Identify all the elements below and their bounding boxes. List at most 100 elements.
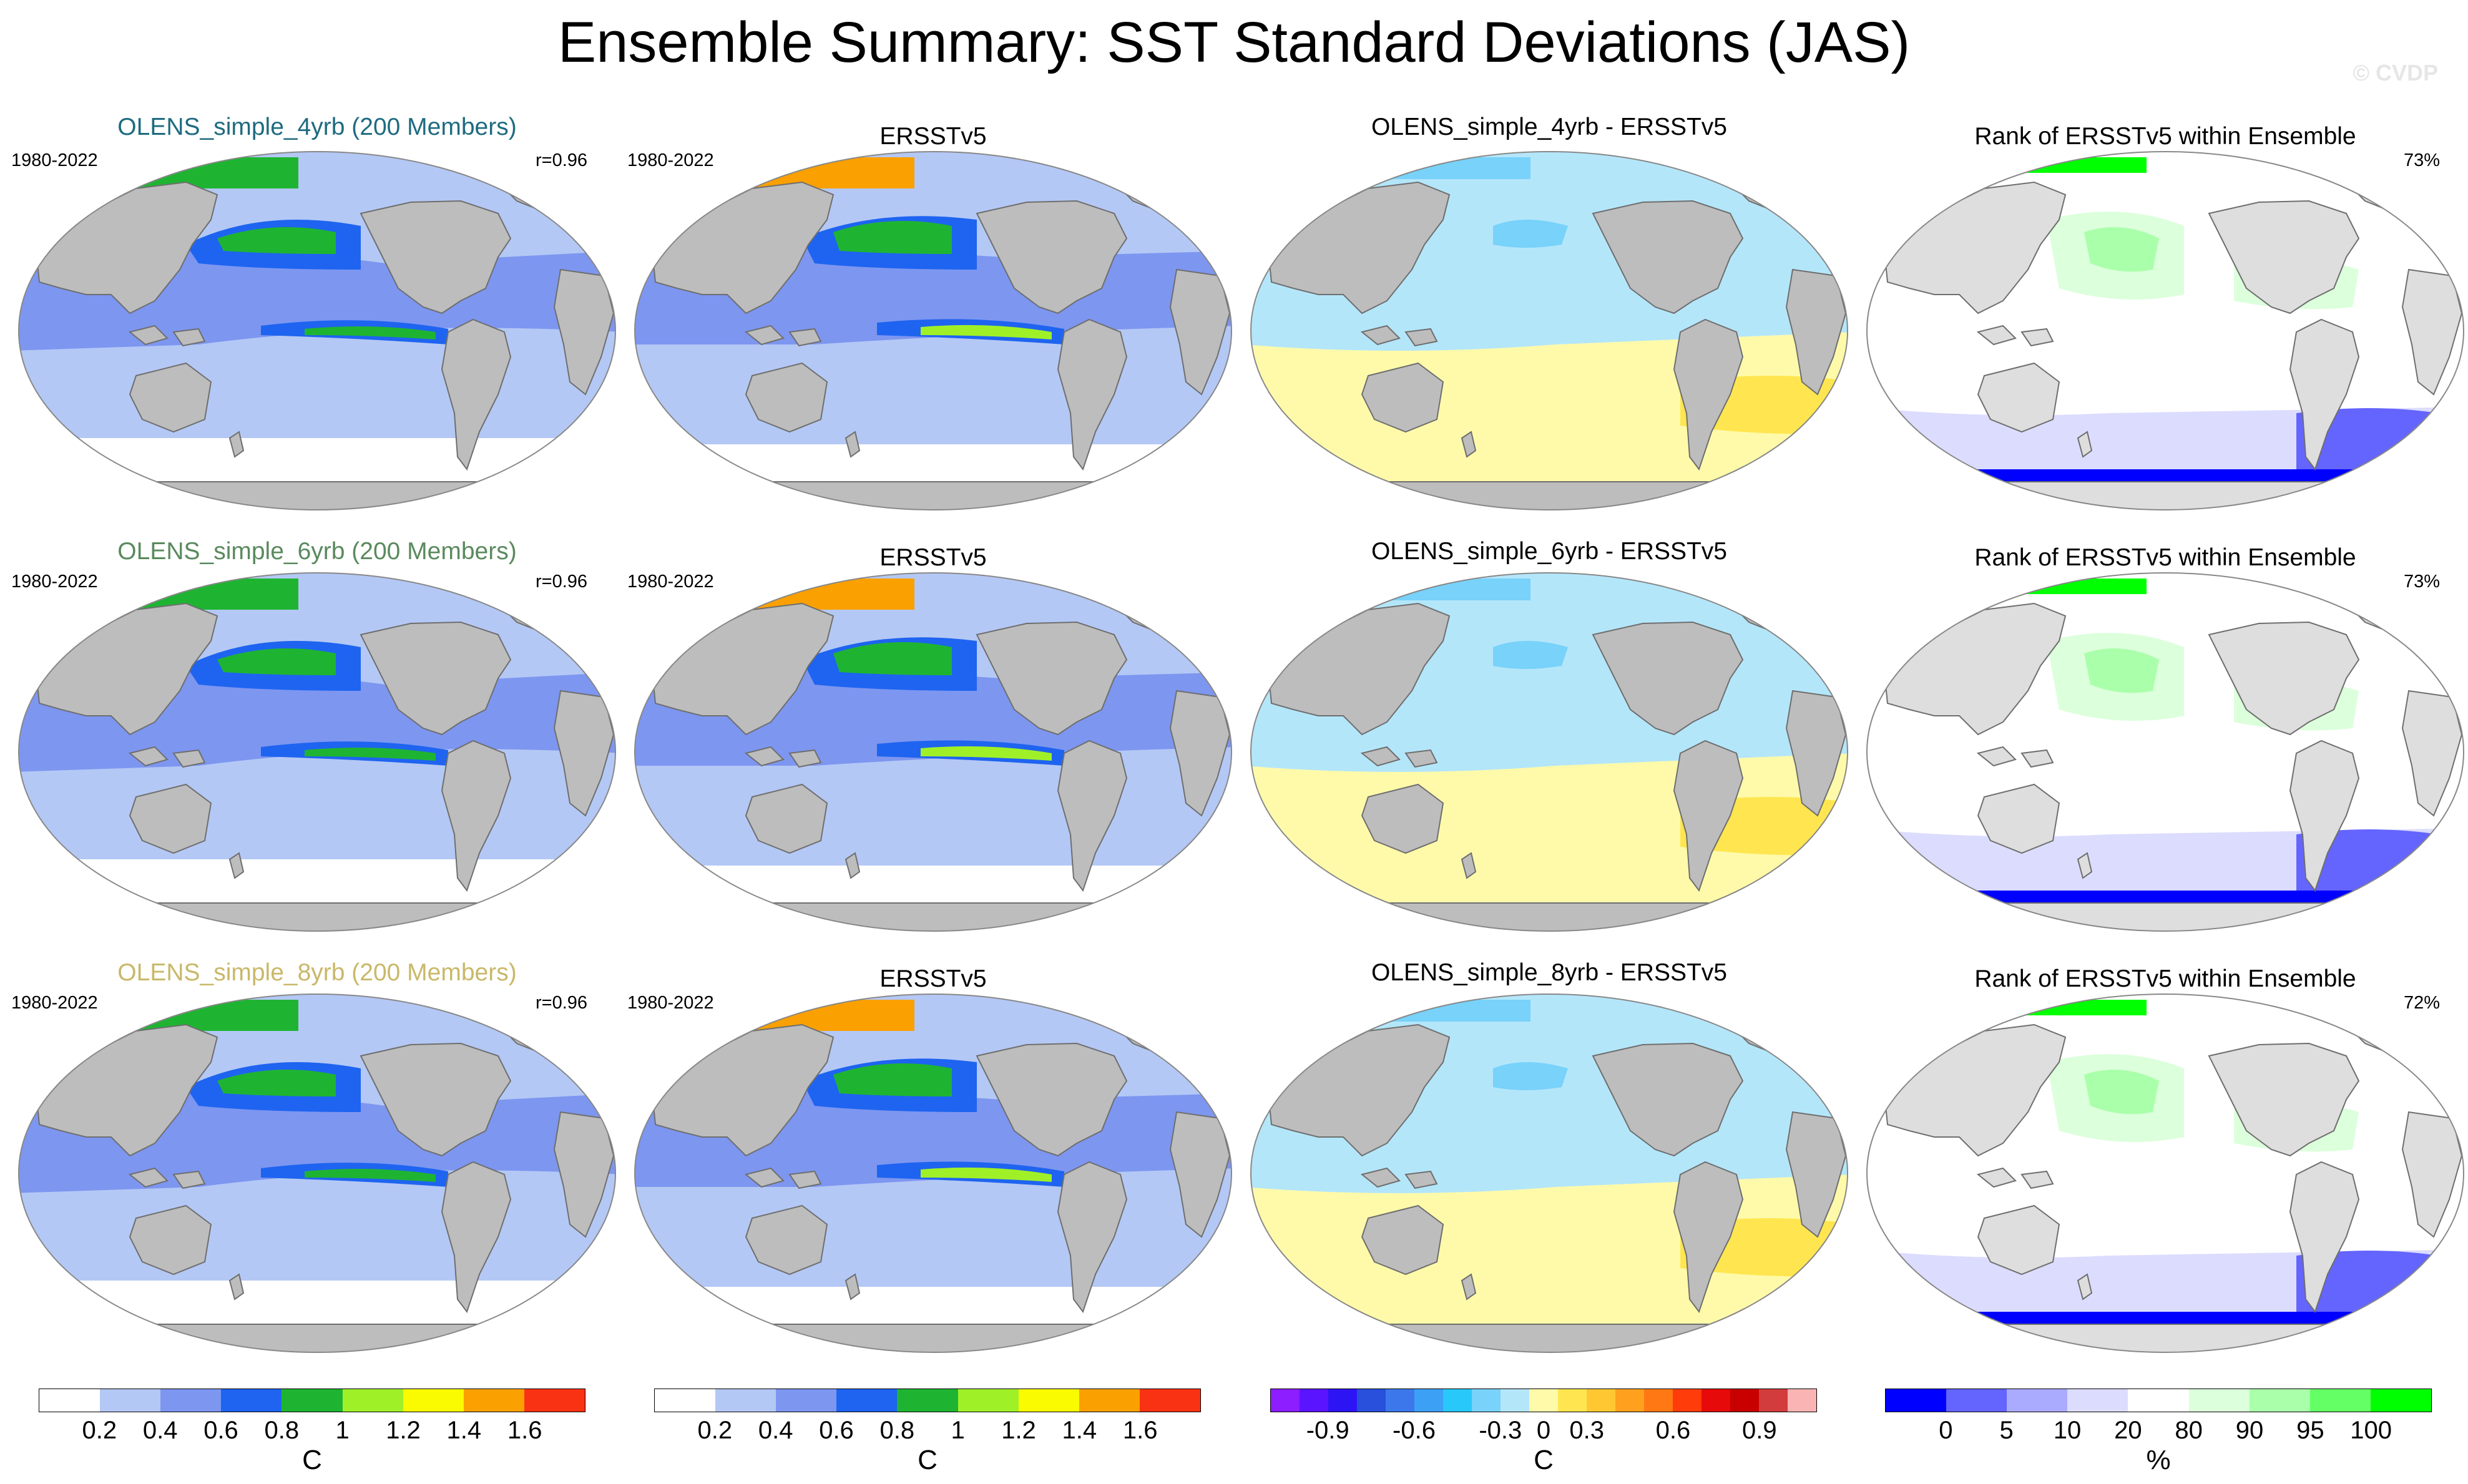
colorbar-tick-label: 1.4 bbox=[1062, 1417, 1097, 1444]
colorbar-swatch bbox=[957, 1389, 1019, 1412]
colorbar-tick-label: 1.6 bbox=[507, 1417, 542, 1444]
rank-map bbox=[1866, 151, 2464, 510]
colorbar-unit: % bbox=[2146, 1445, 2171, 1475]
ensemble-title-row3: OLENS_simple_8yrb (200 Members) bbox=[117, 959, 517, 986]
rank-title-row2: Rank of ERSSTv5 within Ensemble bbox=[1974, 544, 2356, 571]
colorbar-swatch bbox=[897, 1389, 958, 1412]
colorbar-tick-label: -0.6 bbox=[1393, 1417, 1436, 1444]
colorbar-swatch bbox=[836, 1389, 898, 1412]
colorbar-swatch bbox=[2067, 1389, 2128, 1412]
period-label: 1980-2022 bbox=[11, 572, 98, 592]
colorbar-swatch bbox=[160, 1389, 222, 1412]
colorbar-swatch bbox=[1443, 1389, 1472, 1412]
colorbar-swatch bbox=[463, 1389, 524, 1412]
colorbar-swatch bbox=[1558, 1389, 1587, 1412]
colorbar-ensemble-sst: 0.2 0.4 0.6 0.8 1 1.2 1.4 1.6 C bbox=[39, 1389, 585, 1479]
colorbar-unit: C bbox=[918, 1445, 938, 1475]
colorbar-difference: -0.9 -0.6 -0.3 0 0.3 0.6 0.9 C bbox=[1270, 1389, 1817, 1479]
difference-sst-map bbox=[1250, 993, 1848, 1353]
colorbar-tick-label: 0.6 bbox=[819, 1417, 854, 1444]
colorbar-swatch bbox=[1472, 1389, 1501, 1412]
colorbar-swatch bbox=[39, 1389, 100, 1412]
obs-title-row2: ERSSTv5 bbox=[879, 544, 987, 571]
period-label: 1980-2022 bbox=[627, 150, 714, 170]
colorbar-swatch bbox=[1673, 1389, 1702, 1412]
ensemble-sst-map bbox=[18, 151, 616, 510]
colorbar-swatch bbox=[1300, 1389, 1328, 1412]
colorbar-tick-label: 20 bbox=[2114, 1417, 2142, 1444]
ensemble-title-row1: OLENS_simple_4yrb (200 Members) bbox=[117, 114, 517, 140]
colorbar-swatch bbox=[1414, 1389, 1443, 1412]
colorbar-swatch bbox=[776, 1389, 837, 1412]
colorbar-tick-label: 100 bbox=[2350, 1417, 2392, 1444]
watermark-text: © CVDP bbox=[2353, 60, 2438, 85]
colorbar-swatch bbox=[1615, 1389, 1644, 1412]
colorbar-swatch bbox=[221, 1389, 282, 1412]
colorbar-tick-label: -0.9 bbox=[1306, 1417, 1349, 1444]
colorbar-swatch bbox=[1529, 1389, 1558, 1412]
rank-percent-label: 73% bbox=[2404, 572, 2441, 592]
colorbar-swatch bbox=[1886, 1389, 1947, 1412]
colorbar-swatch bbox=[715, 1389, 776, 1412]
colorbar-swatch bbox=[1328, 1389, 1357, 1412]
difference-sst-map bbox=[1250, 151, 1848, 510]
colorbar-swatch bbox=[403, 1389, 464, 1412]
colorbar-tick-label: 90 bbox=[2235, 1417, 2264, 1444]
colorbar-tick-label: 5 bbox=[1999, 1417, 2014, 1444]
colorbar-tick-label: 0.6 bbox=[203, 1417, 238, 1444]
obs-title-row3: ERSSTv5 bbox=[879, 965, 987, 992]
period-label: 1980-2022 bbox=[627, 993, 714, 1013]
colorbar-tick-label: 1.4 bbox=[446, 1417, 482, 1444]
colorbar-tick-label: 0 bbox=[1939, 1417, 1953, 1444]
colorbar-tick-label: 95 bbox=[2296, 1417, 2324, 1444]
correlation-label: r=0.96 bbox=[536, 572, 588, 592]
colorbar-swatch bbox=[2249, 1389, 2310, 1412]
colorbar-tick-label: 0.3 bbox=[1569, 1417, 1604, 1444]
period-label: 1980-2022 bbox=[11, 150, 98, 170]
obs-title-row1: ERSSTv5 bbox=[879, 123, 987, 150]
difference-title-row2: OLENS_simple_6yrb - ERSSTv5 bbox=[1371, 538, 1728, 565]
colorbar-tick-label: 10 bbox=[2053, 1417, 2082, 1444]
rank-percent-label: 72% bbox=[2404, 993, 2441, 1013]
colorbar-unit: C bbox=[1534, 1445, 1554, 1475]
colorbar-swatch bbox=[2128, 1389, 2189, 1412]
colorbar-swatch bbox=[2309, 1389, 2371, 1412]
colorbar-swatch bbox=[1386, 1389, 1414, 1412]
colorbar-swatch bbox=[1587, 1389, 1615, 1412]
colorbar-tick-label: 1 bbox=[335, 1417, 350, 1444]
colorbar-tick-label: 0.4 bbox=[758, 1417, 793, 1444]
colorbar-swatch bbox=[524, 1389, 585, 1412]
colorbar-tick-label: 0.8 bbox=[264, 1417, 300, 1444]
colorbar-tick-label: 80 bbox=[2175, 1417, 2203, 1444]
colorbar-tick-label: -0.3 bbox=[1479, 1417, 1522, 1444]
obs-sst-map bbox=[634, 151, 1232, 510]
difference-sst-map bbox=[1250, 572, 1848, 932]
rank-title-row3: Rank of ERSSTv5 within Ensemble bbox=[1974, 965, 2356, 992]
colorbar-tick-label: 0.9 bbox=[1741, 1417, 1777, 1444]
rank-map bbox=[1866, 572, 2464, 932]
colorbar-tick-label: 0.8 bbox=[879, 1417, 915, 1444]
colorbar-tick-label: 1 bbox=[951, 1417, 965, 1444]
obs-sst-map bbox=[634, 572, 1232, 932]
colorbar-swatch bbox=[1759, 1389, 1788, 1412]
colorbar-swatch bbox=[1946, 1389, 2007, 1412]
colorbar-tick-label: 1.6 bbox=[1122, 1417, 1158, 1444]
colorbar-tick-label: 1.2 bbox=[1001, 1417, 1036, 1444]
colorbar-unit: C bbox=[302, 1445, 322, 1475]
period-label: 1980-2022 bbox=[11, 993, 98, 1013]
difference-title-row1: OLENS_simple_4yrb - ERSSTv5 bbox=[1371, 114, 1728, 140]
colorbar-swatch bbox=[1018, 1389, 1079, 1412]
colorbar-swatch bbox=[1788, 1389, 1816, 1412]
ensemble-sst-map bbox=[18, 993, 616, 1353]
correlation-label: r=0.96 bbox=[536, 993, 588, 1013]
obs-sst-map bbox=[634, 993, 1232, 1353]
period-label: 1980-2022 bbox=[627, 572, 714, 592]
colorbar-obs-sst: 0.2 0.4 0.6 0.8 1 1.2 1.4 1.6 C bbox=[654, 1389, 1201, 1479]
colorbar-tick-label: 0.2 bbox=[697, 1417, 733, 1444]
colorbar-tick-label: 0.6 bbox=[1655, 1417, 1691, 1444]
colorbar-swatch bbox=[1357, 1389, 1386, 1412]
colorbar-swatch bbox=[2370, 1389, 2431, 1412]
colorbar-swatch bbox=[1079, 1389, 1140, 1412]
rank-title-row1: Rank of ERSSTv5 within Ensemble bbox=[1974, 123, 2356, 150]
ensemble-title-row2: OLENS_simple_6yrb (200 Members) bbox=[117, 538, 517, 565]
